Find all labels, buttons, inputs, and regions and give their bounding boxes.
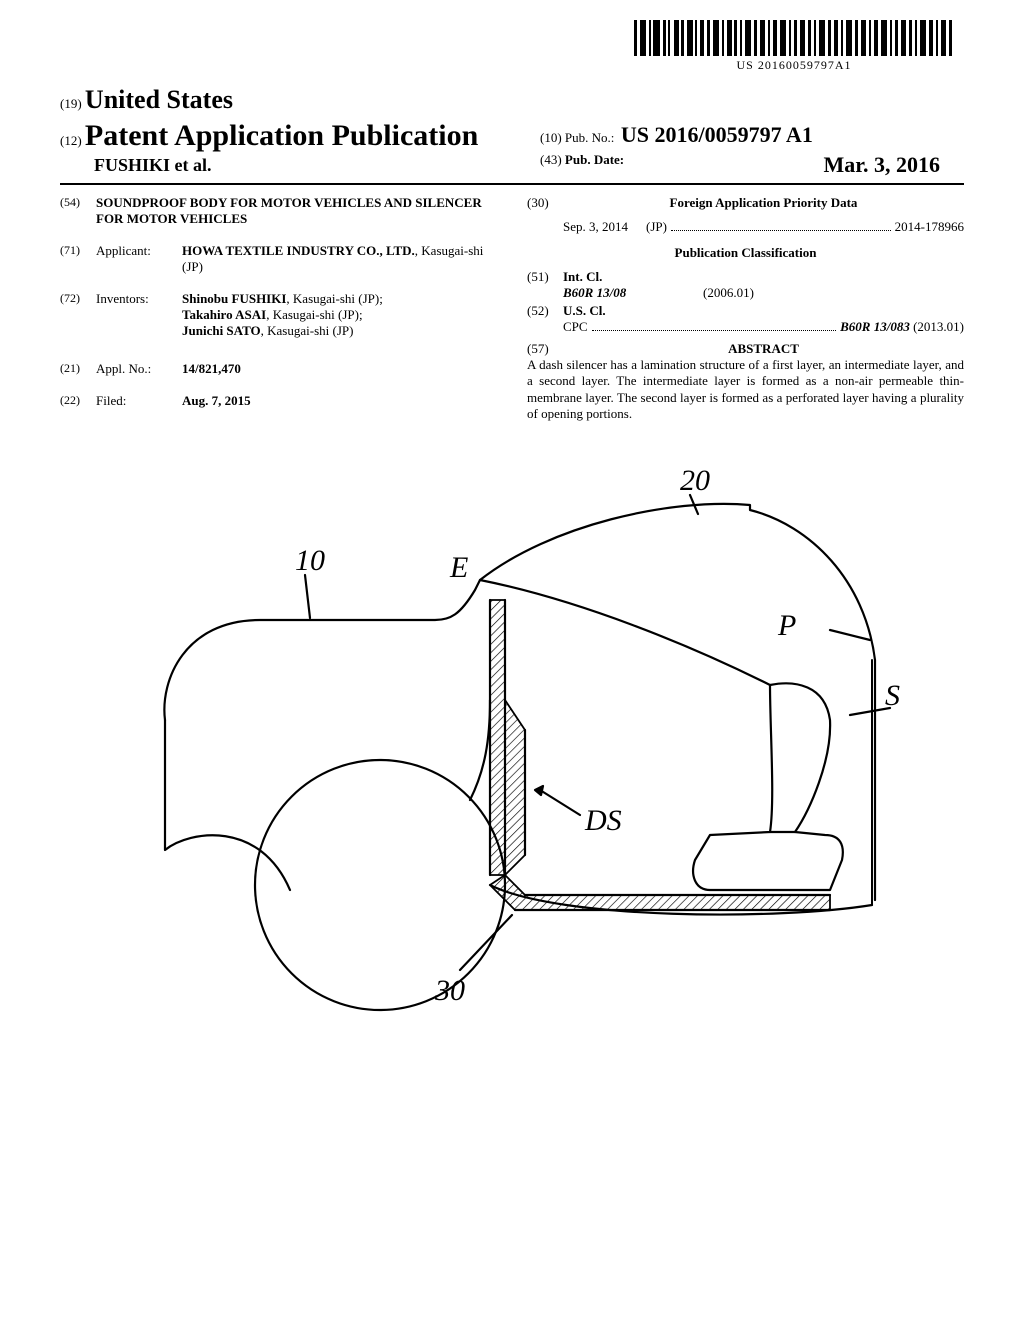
pubno: US 2016/0059797 A1 [621,122,813,147]
figure: 10 E 20 P S DS 30 [130,470,910,1030]
applno-code: (21) [60,361,96,377]
abstract-title: ABSTRACT [563,341,964,357]
country-code: (19) [60,96,82,111]
authors: FUSHIKI et al. [60,155,478,176]
rule-top [60,183,964,185]
figure-svg: 10 E 20 P S DS 30 [130,470,910,1030]
inventor1-name: Shinobu FUSHIKI [182,291,286,306]
fig-label-E: E [449,551,468,584]
barcode-region: US 20160059797A1 [634,20,954,73]
foreign-title: Foreign Application Priority Data [563,195,964,211]
barcode-caption: US 20160059797A1 [634,58,954,73]
inventor2-name: Takahiro ASAI [182,307,266,322]
pubno-label: Pub. No.: [565,130,614,145]
pubno-code: (10) [540,130,562,145]
inventor2-loc: , Kasugai-shi (JP); [266,307,362,322]
inventors-label: Inventors: [96,291,182,339]
applno: 14/821,470 [182,361,497,377]
pub-title: Patent Application Publication [85,119,478,152]
pubdate-label: Pub. Date: [565,152,624,167]
filed-code: (22) [60,393,96,409]
intcl-code: (51) [527,269,563,285]
inventor3-loc: , Kasugai-shi (JP) [261,323,354,338]
intcl-ver: (2006.01) [703,285,754,301]
left-column: (54) SOUNDPROOF BODY FOR MOTOR VEHICLES … [60,195,497,425]
foreign-num: 2014-178966 [895,219,964,235]
uscl-code: (52) [527,303,563,319]
uscl-cpc-sym: B60R 13/083 [840,319,910,335]
intcl-sym: B60R 13/08 [563,285,703,301]
foreign-country: (JP) [646,219,667,235]
right-column: (30) Foreign Application Priority Data S… [527,195,964,425]
applno-label: Appl. No.: [96,361,182,377]
filed-label: Filed: [96,393,182,409]
abstract-text: A dash silencer has a lamination structu… [527,357,964,422]
pubdate-code: (43) [540,152,562,167]
uscl-label: U.S. Cl. [563,303,606,319]
applicant-label: Applicant: [96,243,182,275]
header-left: (19) United States (12) Patent Applicati… [60,85,478,176]
fig-label-DS: DS [584,804,622,837]
header-right: (10) Pub. No.: US 2016/0059797 A1 (43) P… [540,122,940,178]
foreign-code: (30) [527,195,563,211]
patent-page: US 20160059797A1 (19) United States (12)… [0,0,1024,1320]
biblio-columns: (54) SOUNDPROOF BODY FOR MOTOR VEHICLES … [60,195,964,425]
applicant-name: HOWA TEXTILE INDUSTRY CO., LTD. [182,243,415,258]
country: United States [85,85,233,114]
fig-label-20: 20 [680,470,710,497]
pubdate: Mar. 3, 2016 [823,152,940,178]
uscl-cpc-ver: (2013.01) [913,319,964,335]
inventor1-loc: , Kasugai-shi (JP); [286,291,382,306]
fig-label-P: P [777,609,796,642]
applicant-code: (71) [60,243,96,275]
filed: Aug. 7, 2015 [182,393,497,409]
barcode [634,20,954,56]
pub-code: (12) [60,133,82,148]
pubclass-title: Publication Classification [527,245,964,261]
abstract-code: (57) [527,341,563,357]
fig-label-10: 10 [295,544,325,577]
uscl-cpc-label: CPC [563,319,588,335]
title-code: (54) [60,195,96,227]
fig-label-S: S [885,679,900,712]
foreign-date: Sep. 3, 2014 [563,219,628,235]
intcl-label: Int. Cl. [563,269,602,285]
fig-label-30: 30 [434,974,465,1007]
inventors-code: (72) [60,291,96,339]
inventor3-name: Junichi SATO [182,323,261,338]
invention-title: SOUNDPROOF BODY FOR MOTOR VEHICLES AND S… [96,195,497,227]
